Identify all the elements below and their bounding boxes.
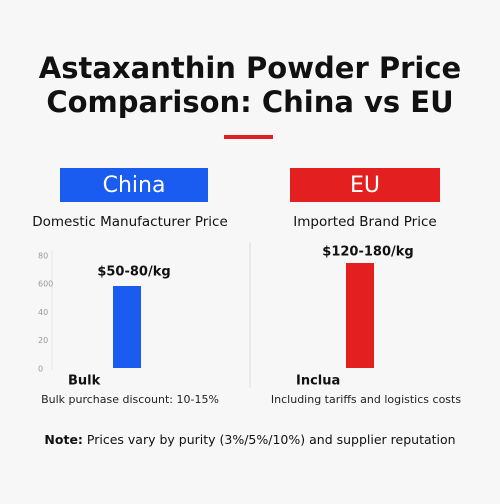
china-category: Bulk (68, 374, 101, 389)
axis-label: 20 (38, 336, 48, 345)
note-label: Note: (44, 432, 83, 447)
axis-label: 600 (38, 280, 53, 289)
eu-caption: Including tariffs and logistics costs (271, 393, 461, 406)
title-line: Astaxanthin Powder Price (39, 51, 461, 85)
eu-price: $120-180/kg (322, 245, 413, 260)
title-underline (224, 135, 273, 139)
china-heading-box (60, 168, 208, 202)
eu-category: Inclua (296, 374, 340, 389)
note-text: Prices vary by purity (3%/5%/10%) and su… (87, 432, 456, 447)
eu-bar (346, 263, 374, 368)
eu-subtitle: Imported Brand Price (293, 214, 436, 230)
china-subtitle: Domestic Manufacturer Price (32, 214, 228, 230)
china-caption: Bulk purchase discount: 10-15% (41, 393, 219, 406)
note: Note: Prices vary by purity (3%/5%/10%) … (44, 432, 455, 447)
axis-label: 80 (38, 252, 48, 261)
axis-label: 40 (38, 308, 48, 317)
axis-ticks: 80 600 40 20 0 (38, 252, 53, 374)
axis-label: 0 (38, 364, 43, 373)
china-price: $50-80/kg (97, 265, 170, 280)
china-heading: China (103, 173, 166, 198)
title-line: Comparison: China vs EU (46, 85, 453, 119)
china-bar (113, 286, 141, 368)
eu-heading: EU (350, 173, 380, 198)
eu-heading-box (290, 168, 440, 202)
